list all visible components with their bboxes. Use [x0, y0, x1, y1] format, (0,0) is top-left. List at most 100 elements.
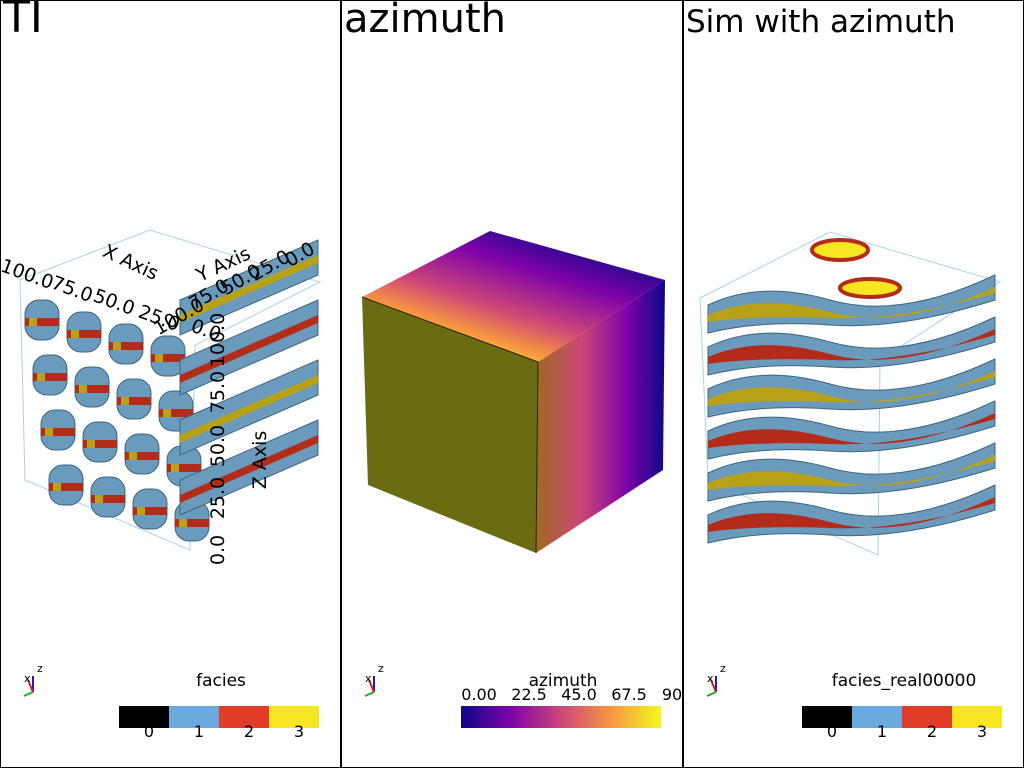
- z-tick-label: 75.0: [207, 371, 229, 413]
- rod-band: [179, 519, 187, 527]
- colorbar-segment: [952, 706, 1002, 728]
- rod-band: [129, 452, 137, 460]
- panel-title: TI: [2, 0, 43, 43]
- colorbar-tick-label: 3: [294, 722, 304, 741]
- layer-band: [708, 287, 995, 322]
- z-tick-label: 50.0: [207, 425, 229, 467]
- colorbar-segment: [902, 706, 952, 728]
- colorbar-tick-label: 2: [927, 722, 937, 741]
- sim-model: [699, 231, 1002, 556]
- orientation-label: x: [707, 672, 714, 685]
- blob: [810, 238, 870, 262]
- layer-band: [708, 413, 995, 448]
- orientation-axis: [364, 691, 375, 697]
- orientation-axis: [23, 691, 34, 697]
- rod-band: [180, 375, 318, 443]
- rod-band: [113, 342, 121, 350]
- rod-band: [125, 452, 159, 460]
- colorbar-segment: [119, 706, 169, 728]
- bounding-box: [19, 229, 322, 551]
- colorbar-title: azimuth: [529, 671, 598, 691]
- azimuth-cube: [361, 231, 665, 554]
- rod-band: [53, 483, 61, 491]
- orientation-axis: [27, 679, 34, 693]
- rod-band: [37, 373, 45, 381]
- rod-band: [167, 464, 201, 472]
- orientation-label: x: [365, 672, 372, 685]
- colorbar-title: facies_real00000: [832, 671, 977, 691]
- colorbar-tick-label: 2: [244, 722, 254, 741]
- rod-band: [79, 385, 87, 393]
- rod-band: [71, 330, 79, 338]
- rod-band: [49, 483, 83, 491]
- colorbar-tick-label: 0.00: [461, 685, 497, 704]
- rod-band: [163, 409, 171, 417]
- colorbar-segment: [802, 706, 852, 728]
- orientation-label: z: [37, 662, 43, 675]
- rod-band: [95, 495, 103, 503]
- layer-band: [708, 497, 995, 532]
- colorbar-title: facies: [196, 671, 246, 691]
- layer-band: [708, 329, 995, 364]
- colorbar-tick-label: 1: [877, 722, 887, 741]
- blob: [838, 277, 902, 299]
- rod-band: [41, 428, 75, 436]
- rod-band: [109, 342, 143, 350]
- orientation-label: x: [24, 672, 31, 685]
- layer-band: [708, 455, 995, 490]
- orientation-axis: [710, 679, 717, 693]
- rod-band: [87, 440, 95, 448]
- rod-band: [25, 318, 59, 326]
- colorbar-gradient: [461, 706, 661, 728]
- rod-band: [171, 464, 179, 472]
- x-tick-label: 50.0: [90, 285, 137, 320]
- colorbar-tick-label: 1: [194, 722, 204, 741]
- panel-title: azimuth: [344, 0, 506, 42]
- rod-band: [91, 495, 125, 503]
- colorbar-tick-label: 67.5: [611, 685, 647, 704]
- rod-band: [121, 397, 129, 405]
- rod-band: [155, 354, 163, 362]
- colorbar-tick-label: 3: [977, 722, 987, 741]
- colorbar-segment: [219, 706, 269, 728]
- z-axis-label: Z Axis: [249, 431, 271, 489]
- rod-band: [29, 318, 37, 326]
- z-tick-label: 100.0: [207, 313, 229, 367]
- colorbar-segment: [269, 706, 319, 728]
- orientation-axis: [368, 679, 375, 693]
- colorbar-tick-label: 90: [662, 685, 682, 704]
- rod-band: [117, 397, 151, 405]
- colorbar-segment: [169, 706, 219, 728]
- rod-band: [83, 440, 117, 448]
- z-tick-label: 25.0: [207, 477, 229, 519]
- x-tick-label: 75.0: [48, 272, 95, 307]
- rod-band: [45, 428, 53, 436]
- colorbar-tick-label: 45.0: [561, 685, 597, 704]
- ti-model: [19, 229, 322, 551]
- z-tick-label: 0.0: [207, 535, 229, 565]
- orientation-label: z: [720, 662, 726, 675]
- rod-band: [180, 435, 318, 503]
- rod-band: [180, 315, 318, 383]
- rod-band: [175, 519, 209, 527]
- rod-band: [133, 507, 167, 515]
- orientation-label: z: [378, 662, 384, 675]
- rod-band: [159, 409, 193, 417]
- x-tick-label: 100.0: [0, 255, 56, 294]
- layer-band: [708, 371, 995, 406]
- colorbar-tick-label: 0: [827, 722, 837, 741]
- rod-band: [33, 373, 67, 381]
- colorbar-segment: [852, 706, 902, 728]
- panel-title: Sim with azimuth: [686, 4, 956, 40]
- rod-band: [75, 385, 109, 393]
- orientation-axis: [706, 691, 717, 697]
- rod-band: [67, 330, 101, 338]
- x-axis-label: X Axis: [99, 240, 161, 285]
- colorbar-tick-label: 22.5: [511, 685, 547, 704]
- colorbar-tick-label: 0: [144, 722, 154, 741]
- rod-band: [151, 354, 185, 362]
- rod-band: [137, 507, 145, 515]
- rod-band: [180, 255, 318, 323]
